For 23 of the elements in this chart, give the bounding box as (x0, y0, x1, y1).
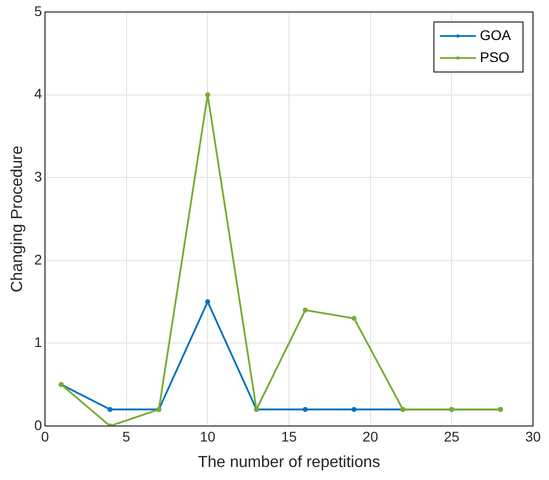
x-tick-label: 5 (122, 428, 130, 444)
x-axis-title: The number of repetitions (198, 454, 380, 471)
y-tick-label: 4 (34, 86, 42, 102)
legend-label: PSO (480, 48, 510, 65)
x-tick-label: 25 (444, 428, 460, 444)
y-tick-label: 1 (34, 334, 42, 350)
legend-label: GOA (480, 26, 512, 43)
y-tick-label: 2 (34, 251, 42, 268)
point (352, 406, 357, 412)
x-tick-label: 10 (200, 428, 216, 444)
point (302, 308, 308, 313)
x-tick-label: 15 (281, 428, 297, 444)
y-tick-label: 0 (34, 416, 42, 433)
x-tick-label: 30 (525, 428, 541, 444)
point (352, 316, 357, 321)
y-tick-label: 5 (34, 2, 42, 19)
point (205, 92, 210, 98)
y-tick-label: 3 (34, 168, 42, 184)
point (108, 406, 113, 412)
point (205, 299, 210, 304)
point (302, 406, 308, 412)
y-axis-title: Changing Procedure (9, 146, 26, 292)
x-tick-label: 20 (362, 428, 378, 444)
